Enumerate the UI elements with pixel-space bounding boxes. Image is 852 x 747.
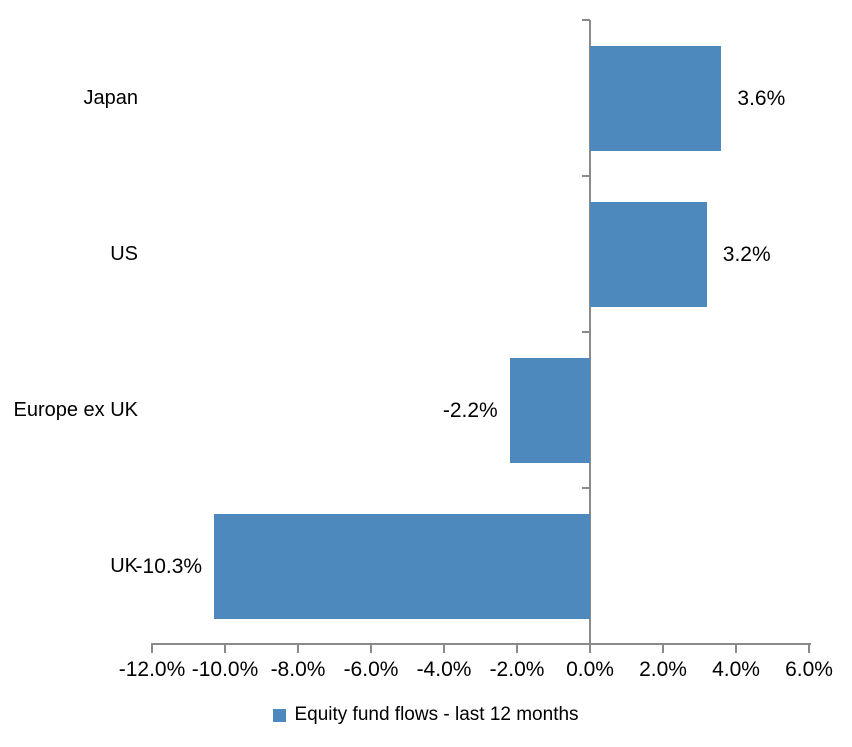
x-axis-line — [152, 643, 811, 645]
x-axis-tick — [589, 643, 591, 653]
x-axis-tick-label: 2.0% — [639, 658, 687, 681]
category-label: Europe ex UK — [13, 399, 138, 421]
bar-value-label: -10.3% — [135, 554, 203, 578]
category-label: Japan — [83, 87, 139, 109]
x-axis-tick — [516, 643, 518, 653]
bar-uk — [214, 514, 590, 619]
bar-value-label: 3.2% — [722, 242, 771, 266]
x-axis-tick — [443, 643, 445, 653]
x-axis-tick-label: -6.0% — [343, 658, 399, 681]
bar-europe-ex-uk — [509, 358, 590, 463]
x-axis-tick-label: -10.0% — [191, 658, 259, 681]
bar-japan — [590, 46, 722, 151]
x-axis-tick-label: 6.0% — [785, 658, 833, 681]
x-axis-tick-label: -4.0% — [416, 658, 472, 681]
category-axis-tick — [582, 19, 590, 21]
x-axis-tick-label: -12.0% — [118, 658, 186, 681]
x-axis-tick — [370, 643, 372, 653]
x-axis-tick — [151, 643, 153, 653]
x-axis-tick — [297, 643, 299, 653]
x-axis-tick-label: 0.0% — [566, 658, 614, 681]
category-axis-tick — [582, 487, 590, 489]
x-axis-tick — [662, 643, 664, 653]
bar-value-label: -2.2% — [442, 398, 498, 422]
category-label: UK — [110, 555, 138, 577]
x-axis-tick-label: 4.0% — [712, 658, 760, 681]
bar-value-label: 3.6% — [737, 86, 786, 110]
value-axis-line — [589, 20, 591, 644]
legend-series-marker-icon — [273, 708, 287, 722]
x-axis-tick-label: -2.0% — [489, 658, 545, 681]
legend-series-label: Equity fund flows - last 12 months — [294, 704, 579, 725]
category-axis-tick — [582, 175, 590, 177]
x-axis-tick — [808, 643, 810, 653]
legend: Equity fund flows - last 12 months — [0, 701, 852, 729]
x-axis-tick — [735, 643, 737, 653]
category-axis-tick — [582, 331, 590, 333]
bar-us — [590, 202, 707, 307]
x-axis-tick — [224, 643, 226, 653]
category-label: US — [110, 243, 138, 265]
x-axis-tick-label: -8.0% — [270, 658, 326, 681]
